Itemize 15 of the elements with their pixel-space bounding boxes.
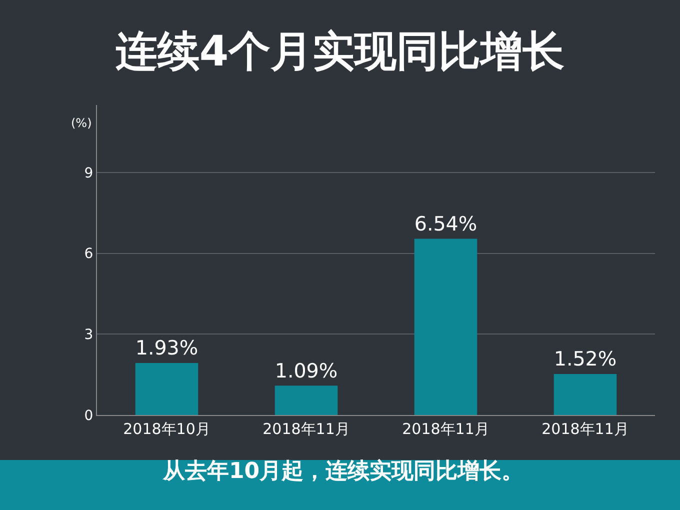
y-tick-label: 9 [84,165,94,182]
y-tick-label: 3 [84,327,94,344]
x-tick-label: 2018年10月 [123,420,210,438]
data-label: 1.93% [135,336,198,360]
text: 从去年10月起，连续实现同比增长。 [162,458,524,484]
x-tick-label: 2018年11月 [542,420,629,438]
x-tick-label: 2018年11月 [402,420,490,438]
x-tick-label: 2018年11月 [262,420,350,438]
chart-title: 连续4个月实现同比增长 [115,26,565,76]
y-tick-label: 0 [84,408,94,424]
data-label: 1.52% [554,348,617,371]
data-label: 6.54% [414,212,478,236]
y-axis-title: (%) [71,116,92,130]
y-tick-label: 6 [84,246,94,262]
data-label: 1.09% [274,359,338,382]
